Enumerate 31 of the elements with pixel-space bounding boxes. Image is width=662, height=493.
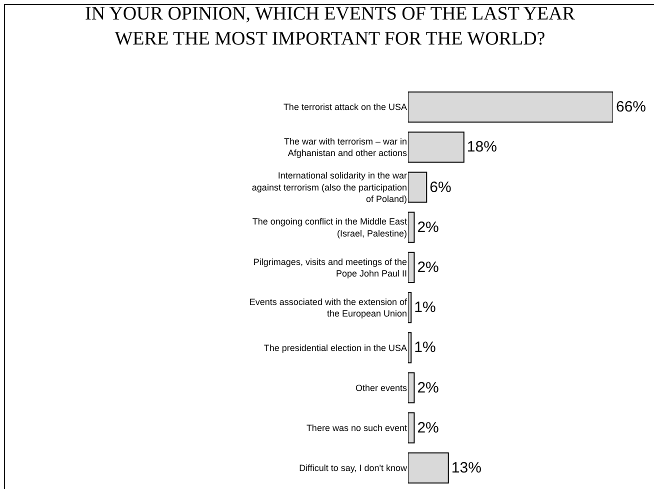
y-tick-label: The terrorist attack on the USA [283, 102, 407, 112]
data-label: 6% [430, 178, 452, 196]
bar [408, 412, 415, 444]
bar [408, 332, 412, 364]
y-tick-label: International solidarity in the war against terrorism (also the participation of Poland) [252, 170, 407, 204]
data-label: 18% [466, 138, 497, 156]
bar [408, 372, 415, 404]
data-label: 2% [417, 258, 439, 276]
data-label: 1% [414, 339, 436, 356]
bar [408, 132, 464, 163]
data-label: 2% [417, 419, 439, 436]
y-tick-label: The war with terrorism – war in Afghanistan and other actions [284, 136, 408, 158]
y-tick-label: Events associated with the extension of the European Union [249, 296, 408, 319]
data-label: 2% [417, 379, 439, 396]
y-tick-label: Pilgrimages, visits and meetings of the Pope John Paul II [253, 256, 407, 278]
data-label: 2% [417, 218, 439, 236]
bar [408, 292, 412, 324]
y-tick-label: The presidential election in the USA [264, 342, 407, 353]
chart-title: IN YOUR OPINION, WHICH EVENTS OF THE LAST YEAR WERE THE MOST IMPORTANT FOR THE WORLD? [85, 4, 576, 50]
data-label: 66% [616, 98, 646, 116]
bar [408, 212, 415, 243]
data-label: 1% [414, 299, 436, 316]
data-label: 13% [451, 459, 482, 476]
bar [408, 92, 613, 123]
bar [408, 172, 428, 203]
y-tick-label: Other events [355, 382, 408, 393]
bar [408, 252, 415, 283]
bar [408, 452, 449, 484]
y-tick-label: Difficult to say, I don't know [299, 463, 408, 474]
y-tick-label: There was no such event [306, 423, 408, 433]
y-tick-label: The ongoing conflict in the Middle East (Israel, Palestine) [252, 216, 408, 238]
